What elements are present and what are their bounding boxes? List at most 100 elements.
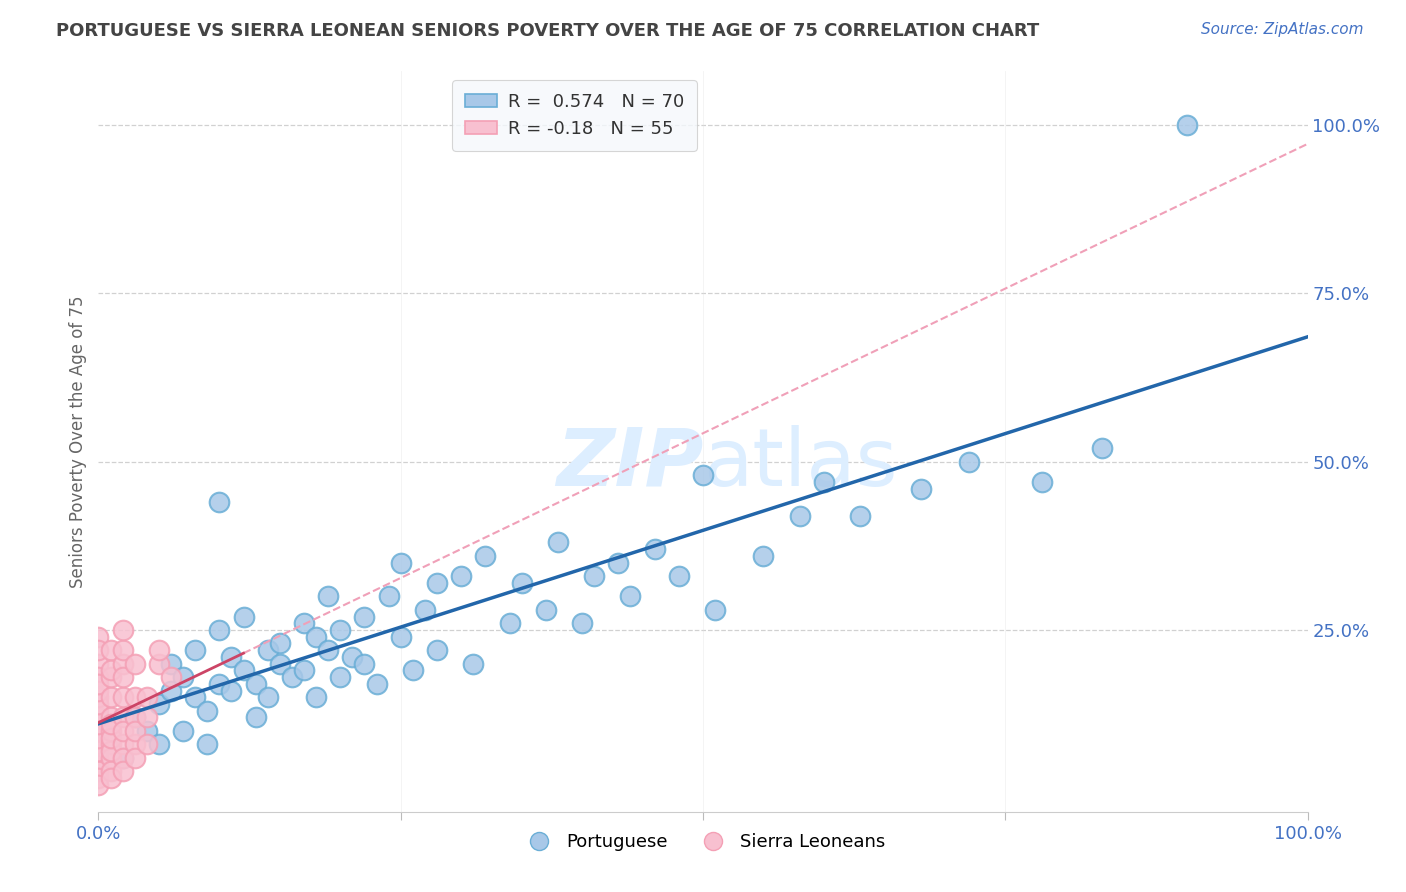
Point	[498, 616, 520, 631]
Point	[789, 508, 811, 523]
Point	[208, 495, 231, 509]
Point	[269, 657, 291, 671]
Point	[607, 556, 630, 570]
Point	[87, 723, 110, 738]
Point	[583, 569, 606, 583]
Point	[402, 664, 425, 678]
Point	[124, 710, 146, 724]
Point	[124, 751, 146, 765]
Point	[172, 670, 194, 684]
Point	[111, 690, 134, 705]
Point	[269, 636, 291, 650]
Point	[124, 690, 146, 705]
Point	[389, 630, 412, 644]
Point	[124, 710, 146, 724]
Point	[135, 723, 157, 738]
Point	[366, 677, 388, 691]
Point	[100, 717, 122, 731]
Point	[87, 690, 110, 705]
Point	[316, 643, 339, 657]
Point	[329, 623, 352, 637]
Point	[100, 744, 122, 758]
Point	[534, 603, 557, 617]
Point	[87, 630, 110, 644]
Point	[208, 677, 231, 691]
Point	[353, 609, 375, 624]
Point	[100, 751, 122, 765]
Point	[87, 683, 110, 698]
Point	[111, 710, 134, 724]
Point	[148, 738, 170, 752]
Point	[353, 657, 375, 671]
Point	[111, 643, 134, 657]
Point	[160, 670, 183, 684]
Point	[232, 664, 254, 678]
Point	[111, 623, 134, 637]
Point	[377, 590, 399, 604]
Point	[195, 738, 218, 752]
Point	[450, 569, 472, 583]
Point	[87, 643, 110, 657]
Point	[111, 670, 134, 684]
Point	[1031, 475, 1053, 489]
Point	[100, 731, 122, 745]
Point	[87, 697, 110, 711]
Point	[910, 482, 932, 496]
Point	[245, 710, 267, 724]
Point	[100, 771, 122, 785]
Point	[100, 723, 122, 738]
Point	[172, 723, 194, 738]
Point	[100, 764, 122, 779]
Legend: Portuguese, Sierra Leoneans: Portuguese, Sierra Leoneans	[513, 826, 893, 858]
Point	[571, 616, 593, 631]
Point	[510, 575, 533, 590]
Point	[87, 710, 110, 724]
Point	[221, 649, 243, 664]
Point	[292, 616, 315, 631]
Point	[256, 690, 278, 705]
Point	[221, 683, 243, 698]
Point	[426, 575, 449, 590]
Point	[87, 670, 110, 684]
Point	[124, 657, 146, 671]
Point	[329, 670, 352, 684]
Point	[752, 549, 775, 563]
Point	[184, 690, 207, 705]
Point	[148, 643, 170, 657]
Point	[160, 683, 183, 698]
Point	[87, 757, 110, 772]
Point	[87, 778, 110, 792]
Point	[704, 603, 727, 617]
Point	[87, 731, 110, 745]
Point	[547, 535, 569, 549]
Y-axis label: Seniors Poverty Over the Age of 75: Seniors Poverty Over the Age of 75	[69, 295, 87, 588]
Point	[111, 738, 134, 752]
Point	[87, 744, 110, 758]
Point	[342, 649, 364, 664]
Point	[111, 764, 134, 779]
Point	[208, 623, 231, 637]
Point	[245, 677, 267, 691]
Point	[135, 710, 157, 724]
Text: ZIP: ZIP	[555, 425, 703, 503]
Point	[100, 710, 122, 724]
Point	[305, 690, 328, 705]
Text: atlas: atlas	[703, 425, 897, 503]
Point	[1175, 118, 1198, 132]
Point	[281, 670, 304, 684]
Point	[135, 738, 157, 752]
Point	[111, 751, 134, 765]
Point	[100, 670, 122, 684]
Point	[474, 549, 496, 563]
Point	[87, 771, 110, 785]
Point	[135, 690, 157, 705]
Point	[100, 738, 122, 752]
Point	[232, 609, 254, 624]
Text: PORTUGUESE VS SIERRA LEONEAN SENIORS POVERTY OVER THE AGE OF 75 CORRELATION CHAR: PORTUGUESE VS SIERRA LEONEAN SENIORS POV…	[56, 22, 1039, 40]
Point	[87, 764, 110, 779]
Point	[124, 738, 146, 752]
Point	[184, 643, 207, 657]
Point	[111, 657, 134, 671]
Point	[644, 542, 666, 557]
Point	[619, 590, 641, 604]
